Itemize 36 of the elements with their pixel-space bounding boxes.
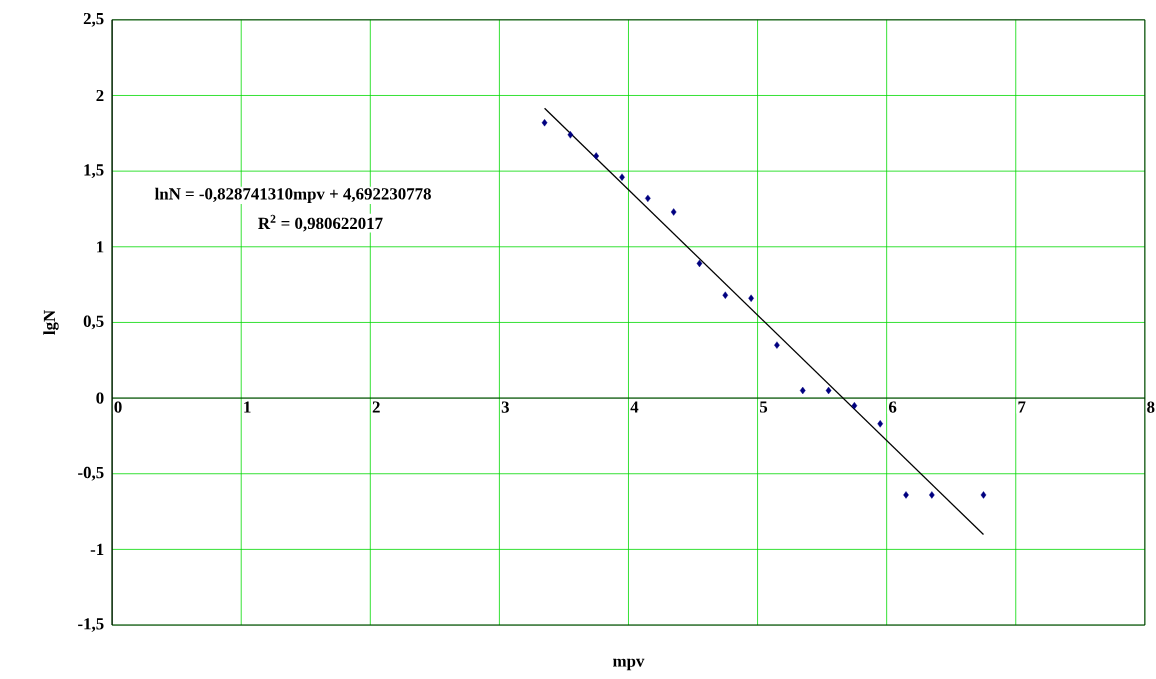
y-tick-label: 2,5 xyxy=(83,13,104,27)
x-tick-label: 4 xyxy=(630,401,639,413)
point xyxy=(774,341,780,349)
x-tick-label: 6 xyxy=(888,401,897,413)
point xyxy=(903,491,909,499)
point xyxy=(825,387,832,395)
x-tick-label: 8 xyxy=(1147,401,1155,413)
y-tick-label: 2 xyxy=(96,90,104,102)
point xyxy=(670,208,677,216)
point xyxy=(980,491,987,499)
annotation: R$^{2}$ = 0,980622017 xyxy=(258,215,383,232)
point xyxy=(851,402,858,410)
y-tick-label: 1 xyxy=(97,241,104,253)
x-tick-label: 3 xyxy=(501,401,509,413)
x-tick-label: 5 xyxy=(759,401,768,413)
point xyxy=(877,420,884,428)
y-axis-title: lgN xyxy=(43,310,59,335)
point xyxy=(722,291,729,300)
x-tick-label: 7 xyxy=(1018,401,1026,413)
point xyxy=(929,491,935,499)
y-tick-label: 1,5 xyxy=(84,164,104,179)
point xyxy=(567,131,574,139)
point xyxy=(696,259,703,268)
y-tick-label: 0 xyxy=(96,392,104,404)
point xyxy=(593,152,600,160)
point xyxy=(799,387,806,395)
x-axis-title: mpv xyxy=(613,658,645,671)
x-tick-label: 1 xyxy=(244,401,251,413)
y-tick-label: -1,5 xyxy=(78,618,104,633)
annotation: lnN = -0,828741310mpv + 4,692230778 xyxy=(154,187,431,204)
point xyxy=(541,119,548,127)
y-tick-label: -0,5 xyxy=(78,467,104,481)
x-tick-label: 0 xyxy=(114,401,122,413)
y-tick-label: 0,5 xyxy=(83,315,104,330)
y-tick-label: -1 xyxy=(90,544,104,556)
x-tick-label: 2 xyxy=(372,401,380,413)
